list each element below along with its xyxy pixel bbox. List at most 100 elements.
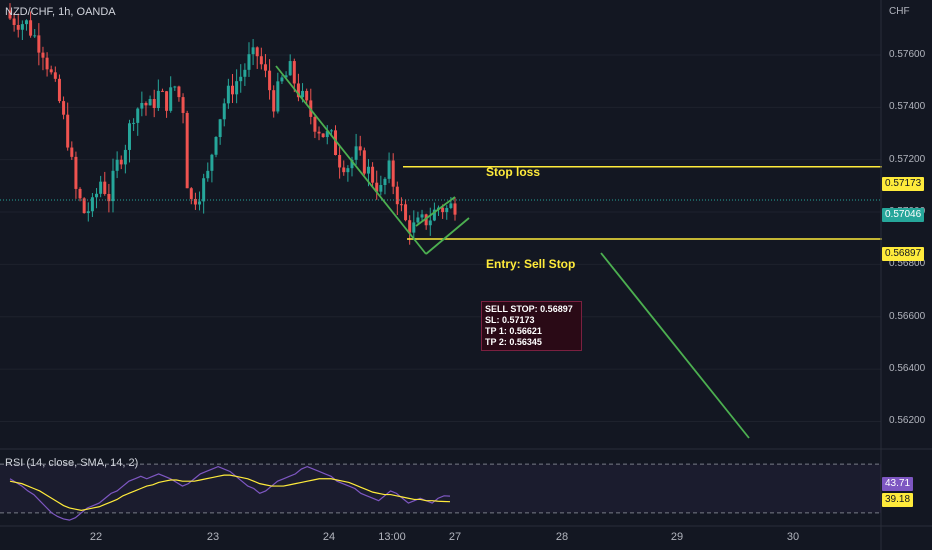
x-tick-label: 23 — [206, 531, 220, 543]
rsi-band — [0, 464, 881, 513]
candle-body — [276, 81, 280, 112]
candle-body — [272, 90, 276, 112]
candle-body — [301, 90, 305, 98]
candle-body — [231, 85, 234, 95]
candle-body — [358, 146, 362, 151]
candle-body — [218, 119, 222, 137]
candle-body — [412, 222, 416, 233]
candle-body — [424, 214, 428, 226]
candle-body — [198, 201, 202, 205]
candle-body — [239, 76, 243, 82]
candle-body — [428, 220, 432, 226]
candle-body — [255, 47, 259, 57]
candle-body — [338, 155, 342, 168]
candle-body — [177, 86, 181, 98]
rsi-ma-value-tag: 39.18 — [882, 493, 914, 507]
candle-body — [53, 72, 57, 79]
candle-body — [66, 114, 70, 148]
candle-body — [20, 24, 24, 30]
candle-body — [375, 182, 379, 192]
candle-body — [325, 131, 329, 138]
candle-body — [152, 99, 156, 109]
candle-body — [445, 207, 449, 213]
candle-body — [41, 52, 45, 58]
candle-body — [280, 77, 284, 82]
entry-annotation: Entry: Sell Stop — [486, 257, 576, 271]
symbol-title[interactable]: NZD/CHF, 1h, OANDA — [5, 6, 116, 18]
candle-body — [350, 159, 354, 169]
candle-body — [70, 147, 74, 157]
candle-body — [148, 99, 152, 106]
candle-body — [404, 204, 408, 221]
candle-body — [383, 178, 387, 186]
rsi-ma-line — [9, 474, 451, 512]
candle-body — [86, 211, 90, 214]
candle-body — [379, 185, 383, 192]
candle-body — [12, 18, 16, 25]
candle-body — [144, 103, 148, 106]
candle-body — [107, 193, 111, 202]
candle-body — [57, 78, 61, 102]
candle-body — [119, 159, 123, 165]
candle-body — [99, 181, 103, 194]
candle-body — [24, 20, 28, 25]
candle-body — [29, 20, 33, 36]
stop-loss-price-tag: 0.57173 — [882, 177, 925, 191]
candle-body — [173, 86, 177, 88]
currency-label: CHF — [889, 6, 910, 17]
candle-body — [251, 47, 255, 55]
x-tick-label: 29 — [670, 531, 684, 543]
rsi-panel — [0, 463, 881, 521]
candle-body — [78, 188, 82, 199]
candle-body — [74, 156, 78, 189]
trade-info-box: SELL STOP: 0.56897 SL: 0.57173 TP 1: 0.5… — [481, 301, 582, 351]
candle-body — [189, 188, 193, 199]
candle-body — [449, 203, 453, 208]
candle-body — [387, 160, 391, 179]
current-price-tag: 0.57046 — [882, 208, 925, 222]
candle-body — [214, 136, 218, 155]
y-grid — [0, 54, 881, 422]
candle-body — [362, 150, 366, 174]
y-tick-label: 0.57600 — [889, 48, 926, 60]
info-tp2: TP 2: 0.56345 — [485, 337, 542, 347]
candle-body — [160, 90, 164, 92]
x-tick-label: 30 — [786, 531, 800, 543]
rsi-value-tag: 43.71 — [882, 477, 914, 491]
candle-body — [127, 123, 131, 150]
candle-body — [391, 160, 395, 187]
entry-price-tag: 0.56897 — [882, 247, 925, 261]
candle-body — [169, 87, 173, 111]
candle-body — [210, 154, 214, 171]
candle-body — [181, 97, 185, 113]
x-tick-label: 28 — [555, 531, 569, 543]
y-tick-label: 0.57400 — [889, 101, 926, 113]
candle-body — [342, 167, 346, 173]
candle-body — [313, 116, 317, 132]
candle-body — [371, 166, 375, 183]
flag-upper-line — [415, 196, 456, 227]
candle-body — [441, 207, 445, 213]
y-tick-label: 0.56400 — [889, 363, 926, 375]
candle-body — [453, 203, 457, 215]
candle-body — [222, 103, 226, 120]
candle-body — [420, 214, 424, 218]
y-tick-label: 0.56800 — [889, 258, 926, 270]
x-tick-label: 13:00 — [378, 531, 406, 543]
candle-body — [45, 57, 49, 70]
candle-body — [156, 90, 160, 109]
candle-body — [8, 10, 12, 19]
candle-body — [90, 197, 94, 212]
candle-body — [321, 133, 325, 138]
candle-body — [354, 146, 358, 160]
downtrend-line — [275, 65, 427, 255]
candle-body — [317, 131, 321, 134]
x-tick-label: 27 — [448, 531, 462, 543]
candle-body — [62, 101, 66, 115]
candle-body — [193, 198, 197, 205]
candle-body — [408, 220, 412, 233]
rsi-title[interactable]: RSI (14, close, SMA, 14, 2) — [5, 457, 139, 469]
candle-body — [263, 64, 267, 71]
target-projection-line — [600, 252, 750, 439]
